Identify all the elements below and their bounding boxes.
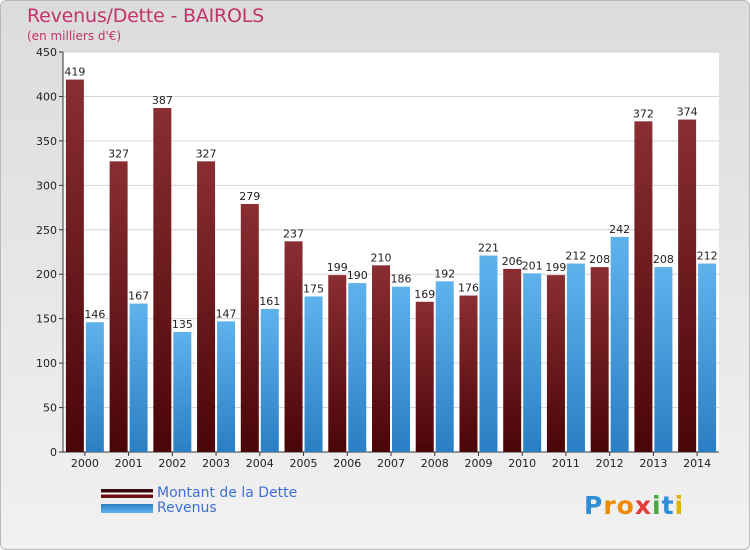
bar-dette [109,161,128,453]
data-label-dette: 210 [371,251,392,264]
data-label-dette: 199 [545,261,566,274]
legend-swatch-revenus [101,504,153,513]
chart-title: Revenus/Dette - BAIROLS [27,5,265,27]
y-tick-label: 300 [36,179,57,192]
y-tick-label: 200 [36,268,57,281]
bar-revenus [173,332,192,452]
bar-revenus [304,296,323,452]
data-label-dette: 374 [677,106,698,119]
data-label-revenus: 190 [347,269,368,282]
bar-dette [197,161,216,453]
data-label-revenus: 192 [434,267,455,280]
bar-dette [65,79,84,453]
data-label-dette: 327 [108,147,129,160]
bar-dette [634,121,653,452]
plot-area [63,52,719,452]
bar-revenus [260,308,279,452]
bar-revenus [392,286,410,452]
bar-dette [459,295,478,452]
y-tick-label: 350 [36,135,57,148]
legend-swatch-dette [101,489,153,498]
x-tick-label: 2000 [71,457,99,470]
data-label-revenus: 201 [522,259,543,272]
data-label-dette: 237 [283,227,304,240]
legend-label-dette: Montant de la Dette [157,485,298,501]
data-label-revenus: 135 [172,318,193,331]
bar-revenus [610,236,629,452]
bar-dette [153,108,172,452]
bar-revenus [654,267,673,452]
legend-label-revenus: Revenus [157,500,217,516]
x-tick-label: 2007 [377,457,405,470]
y-tick-label: 50 [43,402,57,415]
bar-revenus [479,255,498,452]
data-label-revenus: 175 [303,282,324,295]
y-tick-label: 0 [50,446,57,459]
bar-dette [240,204,259,452]
x-tick-label: 2014 [683,457,711,470]
y-tick-label: 150 [36,313,57,326]
bar-dette [546,275,565,452]
data-label-dette: 176 [458,282,479,295]
bar-dette [415,301,434,452]
data-label-dette: 169 [414,288,435,301]
data-label-dette: 387 [152,94,173,107]
data-label-revenus: 212 [565,250,586,263]
x-tick-label: 2003 [202,457,230,470]
bar-revenus [698,263,717,452]
bar-dette [590,267,609,452]
y-tick-label: 250 [36,224,57,237]
data-label-revenus: 147 [216,307,237,320]
bar-revenus [435,281,454,452]
proxiti-logo: Proxiti [584,491,685,520]
data-label-revenus: 161 [259,295,280,308]
bar-revenus [217,321,236,452]
y-tick-label: 450 [36,46,57,59]
y-tick-label: 400 [36,90,57,103]
bar-dette [503,268,522,452]
data-label-dette: 372 [633,107,654,120]
x-tick-label: 2005 [290,457,318,470]
data-label-revenus: 186 [391,273,412,286]
data-label-dette: 199 [327,261,348,274]
bar-revenus [348,283,367,452]
bar-revenus [129,303,148,452]
data-label-dette: 327 [196,147,217,160]
data-label-revenus: 208 [653,253,674,266]
x-tick-label: 2006 [333,457,361,470]
x-tick-label: 2010 [508,457,536,470]
bar-revenus [566,263,585,452]
data-label-dette: 419 [64,66,85,79]
data-label-revenus: 146 [84,308,105,321]
x-tick-label: 2011 [552,457,580,470]
chart-subtitle: (en milliers d'€) [27,29,122,43]
bar-revenus [85,322,104,452]
data-label-revenus: 212 [697,250,718,263]
x-tick-label: 2009 [464,457,492,470]
bar-dette [372,265,390,452]
data-label-dette: 208 [589,253,610,266]
bar-revenus [523,273,542,452]
data-label-revenus: 221 [478,242,499,255]
x-tick-label: 2008 [421,457,449,470]
bar-dette [284,241,303,452]
x-tick-label: 2002 [158,457,186,470]
data-label-dette: 279 [239,190,260,203]
x-tick-label: 2013 [639,457,667,470]
x-tick-label: 2012 [596,457,624,470]
x-tick-label: 2001 [115,457,143,470]
y-tick-label: 100 [36,357,57,370]
bar-dette [328,275,347,452]
x-tick-label: 2004 [246,457,274,470]
data-label-revenus: 167 [128,290,149,303]
bar-dette [678,119,697,453]
data-label-dette: 206 [502,255,523,268]
data-label-revenus: 242 [609,223,630,236]
